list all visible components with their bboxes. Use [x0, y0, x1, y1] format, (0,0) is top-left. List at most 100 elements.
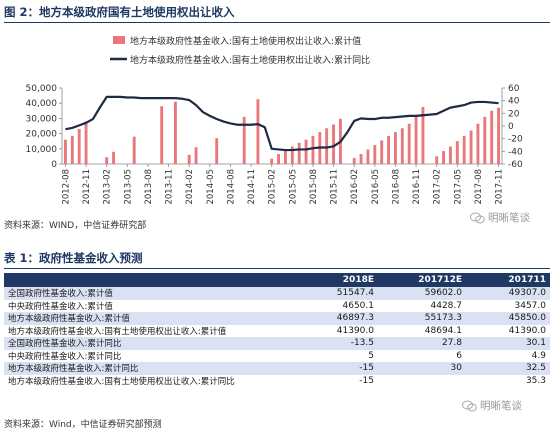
right-axis: -60 -40 -20 0 20 40 60 [501, 84, 523, 170]
bar [483, 116, 487, 164]
bar [297, 142, 301, 164]
table-cell: -13.5 [287, 337, 378, 350]
bar [393, 132, 397, 164]
bar [366, 149, 370, 164]
x-tick-label: 2012-11 [82, 169, 92, 205]
watermark: 明晰笔谈 [470, 210, 530, 225]
row-label: 地方本级政府性基金收入:国有土地使用权出让收入:累计同比 [8, 376, 235, 387]
left-tick-label: 30,000 [26, 114, 58, 124]
x-tick-label: 2015-08 [309, 169, 319, 205]
wechat-icon [470, 212, 485, 223]
legend-bar-swatch [113, 36, 125, 44]
left-tick-label: 20,000 [26, 130, 58, 140]
table-row: 地方本级政府性基金收入:国有土地使用权出让收入:累计同比 -15 35.3 [4, 375, 550, 388]
line-series [65, 95, 499, 152]
bar [70, 135, 74, 164]
bar [105, 157, 109, 164]
right-tick-label: -60 [508, 160, 523, 170]
bar [400, 128, 404, 164]
x-tick-label: 2015-02 [268, 169, 278, 205]
bar [290, 146, 294, 164]
watermark-text: 明晰笔谈 [480, 400, 522, 412]
bar [277, 154, 281, 164]
left-tick-label: 50,000 [26, 84, 58, 94]
bar [63, 139, 67, 164]
table-row: 全国政府性基金收入:累计同比 -13.5 27.8 30.1 [4, 337, 550, 350]
legend-label: 地方本级政府性基金收入:国有土地使用权出让收入:累计同比 [130, 54, 370, 66]
forecast-table: 2018E 201712E 201711 全国政府性基金收入:累计值 51547… [4, 273, 550, 387]
bar [173, 101, 177, 164]
bar [215, 138, 219, 164]
table-row: 地方本级政府性基金收入:国有土地使用权出让收入:累计值 41390.0 4869… [4, 325, 550, 338]
table-header-cell [4, 273, 287, 287]
land-revenue-chart: 地方本级政府性基金收入:国有土地使用权出让收入:累计值地方本级政府性基金收入:国… [26, 35, 523, 205]
series-line [65, 95, 499, 152]
bar [421, 107, 425, 164]
right-tick-label: 20 [508, 109, 520, 119]
right-tick-label: -40 [508, 147, 523, 157]
figure-source: 资料来源：WIND，中信证券研究部 [4, 221, 147, 231]
bar [242, 116, 246, 164]
bar [373, 145, 377, 164]
bar [414, 115, 418, 164]
bar [84, 121, 88, 164]
x-tick-label: 2014-05 [206, 169, 216, 205]
bar [407, 123, 411, 164]
bar [77, 129, 81, 164]
table-row: 地方本级政府性基金收入:累计值 46897.3 55173.3 45850.0 [4, 312, 550, 325]
x-tick-label: 2014-08 [226, 169, 236, 205]
table-cell: 30.1 [466, 337, 550, 350]
x-tick-label: 2012-08 [61, 169, 71, 205]
table-cell: 32.5 [466, 362, 550, 375]
table-row: 中央政府性基金收入:累计值 4650.1 4428.7 3457.0 [4, 300, 550, 313]
table-cell: 4428.7 [430, 300, 463, 311]
bar-series [63, 99, 501, 164]
x-axis: 2012-08 2012-11 2013-02 2013-05 2013-08 2013-… [61, 164, 505, 205]
row-label: 地方本级政府性基金收入:累计值 [4, 312, 287, 325]
x-tick-label: 2016-02 [350, 169, 360, 205]
x-tick-label: 2015-11 [330, 169, 340, 205]
row-label: 中央政府性基金收入:累计值 [8, 301, 113, 312]
table-header-cell: 201712E [378, 273, 466, 287]
x-tick-label: 2013-11 [165, 169, 175, 205]
bar [387, 135, 391, 164]
bar [325, 128, 329, 164]
bar [442, 151, 446, 164]
table-header-cell: 201711 [466, 273, 550, 287]
legend-label: 地方本级政府性基金收入:国有土地使用权出让收入:累计值 [130, 35, 361, 47]
x-tick-label: 2016-11 [412, 169, 422, 205]
table-cell: 4650.1 [342, 300, 375, 311]
table-cell: -15 [359, 375, 374, 386]
table-cell: 4.9 [531, 350, 546, 361]
right-tick-label: 40 [508, 97, 520, 107]
table-cell: 30 [378, 362, 466, 375]
table-cell: -15 [287, 362, 378, 375]
table-row: 中央政府性基金收入:累计同比 5 6 4.9 [4, 350, 550, 363]
left-tick-label: 0 [51, 160, 57, 170]
bar [304, 139, 308, 164]
left-tick-label: 10,000 [26, 145, 58, 155]
bar [311, 135, 315, 164]
table-cell: 49307.0 [466, 287, 550, 300]
x-tick-label: 2013-02 [103, 169, 113, 205]
table-row: 全国政府性基金收入:累计值 51547.4 59602.0 49307.0 [4, 287, 550, 300]
bar [160, 106, 164, 164]
bar [132, 136, 136, 164]
x-tick-label: 2013-08 [144, 169, 154, 205]
right-tick-label: -20 [508, 135, 523, 145]
bar [194, 147, 198, 164]
x-tick-label: 2016-05 [371, 169, 381, 205]
wechat-icon [462, 400, 477, 411]
bar [435, 156, 439, 164]
bar [380, 140, 384, 164]
left-tick-label: 40,000 [26, 99, 58, 109]
bar [270, 158, 274, 164]
table-cell: 45850.0 [466, 312, 550, 325]
left-axis: 0 10,000 20,000 30,000 40,000 50,000 [26, 84, 63, 170]
row-label: 地方本级政府性基金收入:累计同比 [4, 362, 287, 375]
x-tick-label: 2017-08 [474, 169, 484, 205]
table-cell: 5 [368, 350, 374, 361]
x-tick-label: 2014-02 [185, 169, 195, 205]
bar [352, 157, 356, 164]
bar [455, 141, 459, 164]
